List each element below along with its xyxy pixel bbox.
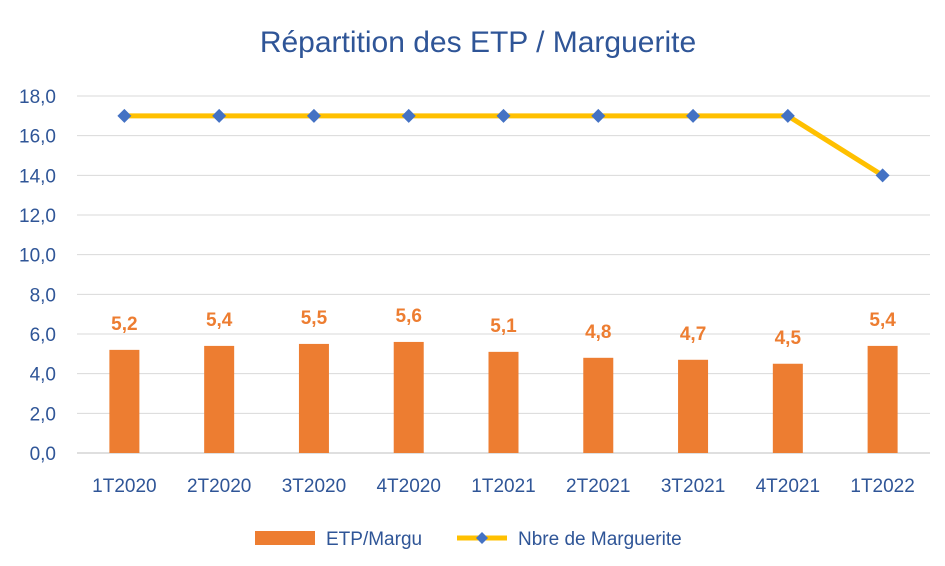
bar bbox=[488, 351, 519, 453]
bar bbox=[204, 345, 235, 453]
line-point bbox=[117, 108, 132, 123]
y-tick-label: 6,0 bbox=[30, 325, 56, 346]
line-point bbox=[591, 108, 606, 123]
bar-data-label: 5,1 bbox=[490, 316, 517, 337]
bar-data-label: 5,4 bbox=[206, 310, 233, 331]
x-tick-label: 2T2021 bbox=[566, 476, 630, 497]
y-tick-label: 18,0 bbox=[19, 87, 56, 108]
y-tick-label: 0,0 bbox=[30, 444, 56, 465]
bar-data-label: 5,4 bbox=[869, 310, 896, 331]
x-tick-label: 1T2022 bbox=[850, 476, 914, 497]
bar bbox=[109, 349, 140, 453]
bar-data-label: 4,8 bbox=[585, 322, 611, 343]
chart-title: Répartition des ETP / Marguerite bbox=[260, 26, 696, 59]
y-tick-label: 8,0 bbox=[30, 285, 56, 306]
x-tick-label: 3T2021 bbox=[661, 476, 725, 497]
line-series bbox=[117, 108, 890, 183]
y-tick-label: 2,0 bbox=[30, 404, 56, 425]
line-point bbox=[401, 108, 416, 123]
x-tick-label: 1T2020 bbox=[92, 476, 156, 497]
x-tick-label: 2T2020 bbox=[187, 476, 251, 497]
bar-series bbox=[109, 341, 898, 453]
legend-label-bar: ETP/Margu bbox=[326, 529, 422, 550]
line-point bbox=[780, 108, 795, 123]
legend: ETP/Margu Nbre de Marguerite bbox=[255, 529, 682, 550]
bar-data-label: 4,5 bbox=[775, 328, 802, 349]
legend-label-line: Nbre de Marguerite bbox=[518, 529, 682, 550]
line-point bbox=[875, 168, 890, 183]
line-point bbox=[306, 108, 321, 123]
y-tick-label: 10,0 bbox=[19, 246, 56, 267]
line-point bbox=[686, 108, 701, 123]
x-tick-label: 4T2021 bbox=[756, 476, 820, 497]
x-tick-label: 1T2021 bbox=[471, 476, 535, 497]
bar bbox=[583, 357, 614, 453]
bar bbox=[298, 343, 329, 453]
y-tick-label: 4,0 bbox=[30, 365, 56, 386]
bar bbox=[678, 359, 709, 453]
y-axis-ticks: 0,0 2,0 4,0 6,0 8,0 10,0 12,0 14,0 16,0 18,0 bbox=[19, 87, 56, 465]
bar-data-labels: 5,2 5,4 5,5 5,6 5,1 4,8 4,7 4,5 5,4 bbox=[111, 306, 896, 349]
x-tick-label: 3T2020 bbox=[282, 476, 346, 497]
bar bbox=[772, 363, 803, 453]
line-point bbox=[212, 108, 227, 123]
bar-data-label: 5,6 bbox=[396, 306, 422, 327]
bar bbox=[867, 345, 898, 453]
legend-swatch-marker bbox=[476, 532, 488, 544]
y-tick-label: 16,0 bbox=[19, 127, 56, 148]
bar bbox=[393, 341, 424, 453]
x-tick-label: 4T2020 bbox=[376, 476, 440, 497]
series-line bbox=[124, 113, 884, 178]
line-point bbox=[496, 108, 511, 123]
x-axis-ticks: 1T2020 2T2020 3T2020 4T2020 1T2021 2T2021 3T20… bbox=[92, 476, 915, 497]
bar-data-label: 4,7 bbox=[680, 324, 706, 345]
bar-data-label: 5,5 bbox=[301, 308, 328, 329]
y-tick-label: 14,0 bbox=[19, 166, 56, 187]
y-tick-label: 12,0 bbox=[19, 206, 56, 227]
legend-swatch-bar bbox=[255, 531, 315, 545]
bar-data-label: 5,2 bbox=[111, 314, 137, 335]
